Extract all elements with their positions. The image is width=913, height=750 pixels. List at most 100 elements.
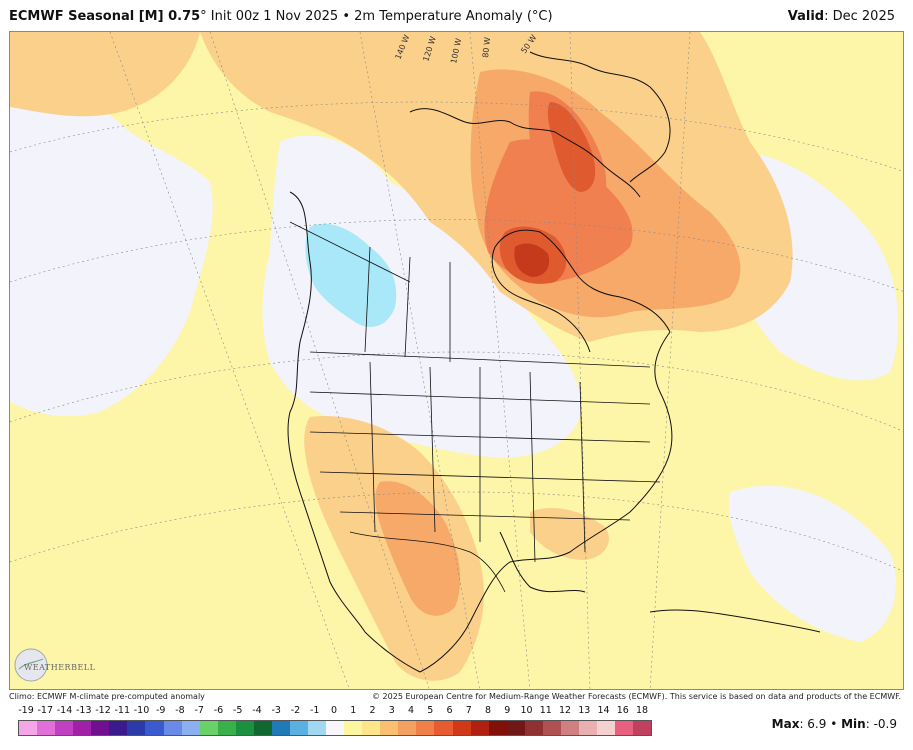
colorbar-swatch: [344, 721, 363, 735]
map-title: ECMWF Seasonal [M] 0.75° Init 00z 1 Nov …: [9, 9, 553, 24]
colorbar-swatch: [597, 721, 616, 735]
weatherbell-logo: [14, 648, 48, 682]
province-border: [289, 221, 411, 283]
warm-anomaly-southeast: [530, 507, 609, 560]
colorbar-swatch: [91, 721, 110, 735]
us-canada-border: [309, 351, 651, 368]
graticule-line: [10, 491, 903, 572]
colorbar-tick-label: -11: [114, 705, 131, 716]
state-border: [319, 471, 661, 483]
colorbar-swatch: [524, 721, 543, 735]
colorbar-tick-label: -2: [290, 705, 301, 716]
colorbar-tick-label: -4: [252, 705, 262, 716]
colorbar-swatch: [145, 721, 164, 735]
colorbar-swatch: [633, 721, 652, 735]
caribbean-islands: [649, 609, 821, 633]
graticule-line: [359, 32, 480, 689]
colorbar-swatch: [217, 721, 236, 735]
colorbar-swatch: [488, 721, 507, 735]
graticule: [10, 32, 903, 689]
colorbar-tick-label: -5: [233, 705, 243, 716]
colorbar-swatch: [326, 721, 345, 735]
coastlines: [287, 51, 821, 673]
colorbar-swatch: [615, 721, 634, 735]
warm-anomaly-pacific: [10, 32, 200, 117]
colorbar-swatches: [18, 720, 652, 736]
colorbar-swatch: [362, 721, 381, 735]
central-neutral-zone: [262, 135, 582, 458]
colorbar-swatch: [416, 721, 435, 735]
colorbar-swatch: [542, 721, 561, 735]
init-time: Init 00z 1 Nov 2025: [206, 9, 339, 24]
graticule-line: [209, 32, 430, 689]
copyright-note: © 2025 European Centre for Medium-Range …: [372, 692, 901, 701]
valid-date: Valid: Dec 2025: [788, 9, 895, 24]
colorbar-tick-label: 12: [558, 705, 572, 716]
colorbar-tick-label: 7: [465, 705, 472, 716]
state-border: [369, 361, 376, 533]
colorbar-swatch: [380, 721, 399, 735]
max-label: Max: [771, 717, 800, 731]
political-borders: [289, 221, 661, 593]
colorbar-labels: -19 -17 -14 -13 -12 -11 -10 -9 -8 -7 -6 -5 -4 -3 -2 -1 0…: [18, 705, 668, 719]
colorbar-tick-label: 13: [578, 705, 591, 716]
min-value: : -0.9: [865, 717, 897, 731]
colorbar-tick-label: 1: [350, 705, 357, 716]
max-min-readout: Max: 6.9 • Min: -0.9: [772, 717, 897, 731]
min-label: Min: [841, 717, 866, 731]
graticule-line: [10, 101, 903, 172]
colorbar-tick-label: -12: [95, 705, 111, 716]
colorbar-swatch: [289, 721, 308, 735]
colorbar-swatch: [19, 721, 38, 735]
anomaly-map: 140 W 120 W 100 W 80 W 50 W: [9, 31, 904, 690]
colorbar-tick-label: 9: [504, 705, 511, 716]
colorbar-swatch: [37, 721, 56, 735]
arctic-coastline: [409, 108, 641, 198]
colorbar-tick-label: -13: [75, 705, 92, 716]
colorbar-swatch: [73, 721, 92, 735]
colorbar-tick-label: 8: [484, 705, 492, 716]
graticule-line: [469, 32, 531, 689]
model-name: ECMWF Seasonal [M] 0.75: [9, 9, 201, 24]
colorbar-tick-label: 2: [369, 705, 376, 716]
colorbar-swatch: [434, 721, 453, 735]
colorbar-swatch: [452, 721, 471, 735]
colorbar-tick-label: 14: [597, 705, 610, 716]
max-value: : 6.9: [799, 717, 827, 731]
pacific-coastline: [287, 191, 421, 673]
colorbar-tick-label: -14: [56, 705, 73, 716]
warm-anomaly-peak: [514, 243, 550, 277]
gulf-coastline: [499, 531, 586, 593]
colorbar-tick-label: 6: [446, 705, 453, 716]
us-mexico-border: [349, 531, 506, 593]
province-border: [364, 246, 371, 353]
colorbar-swatch: [55, 721, 74, 735]
climo-note: Climo: ECMWF M-climate pre-computed anom…: [9, 692, 205, 701]
province-border: [404, 256, 411, 358]
colorbar-tick-label: 10: [520, 705, 533, 716]
atlantic-coastline: [419, 331, 673, 673]
colorbar-tick-label: 3: [388, 705, 395, 716]
variable-name: 2m Temperature Anomaly (°C): [354, 9, 553, 24]
degree-symbol: °: [200, 9, 207, 24]
colorbar-swatch: [308, 721, 327, 735]
colorbar-tick-label: 0: [330, 705, 338, 716]
colorbar-tick-label: -9: [156, 705, 166, 716]
map-canvas: 140 W 120 W 100 W 80 W 50 W: [10, 32, 903, 689]
state-border: [529, 371, 536, 563]
valid-value: : Dec 2025: [824, 9, 895, 24]
colorbar-swatch: [253, 721, 272, 735]
graticule-line: [649, 32, 691, 689]
colorbar-swatch: [109, 721, 128, 735]
colorbar-tick-label: -6: [213, 705, 224, 716]
state-border: [339, 511, 631, 521]
colorbar-tick-label: 4: [407, 705, 415, 716]
colorbar-swatch: [181, 721, 200, 735]
colorbar-swatch: [470, 721, 489, 735]
colorbar-swatch: [127, 721, 146, 735]
colorbar-tick-label: -10: [133, 705, 150, 716]
state-border: [429, 366, 436, 533]
atlantic-neutral-zone-south: [728, 485, 896, 642]
colorbar-tick-label: -1: [310, 705, 320, 716]
lon-label-80w: 80 W: [481, 37, 492, 59]
